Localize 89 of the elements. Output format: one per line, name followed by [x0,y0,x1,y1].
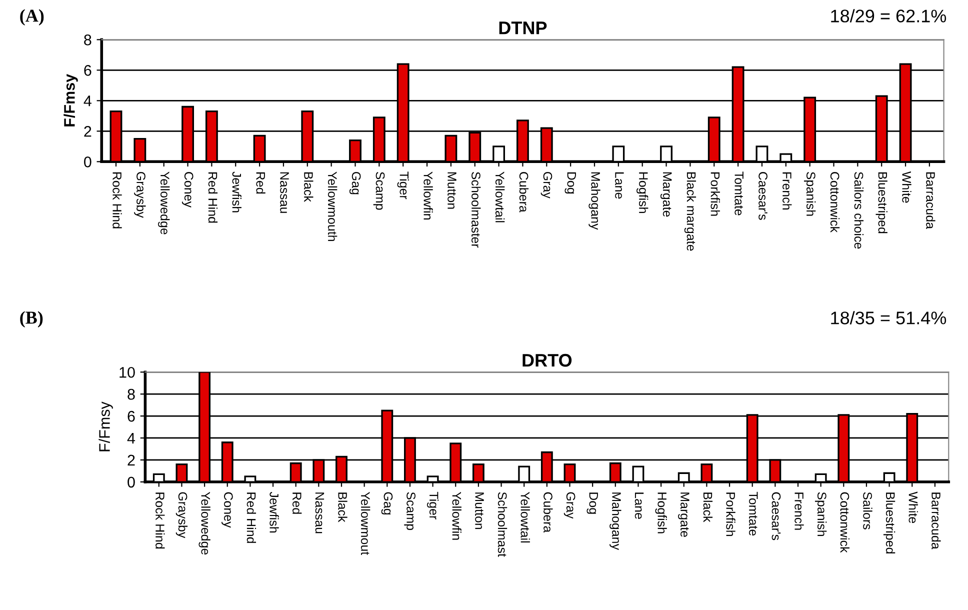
x-tick-label: Graysby [134,172,146,218]
x-tick-label: Dog [564,172,576,194]
x-tick-label: White [902,171,912,203]
x-tick-label: Porkfish [710,172,720,216]
x-tick-label: Coney [182,172,194,208]
x-tick-label: Mutton [448,172,456,209]
y-tick-label: 6 [128,410,135,422]
x-tick-label: Black [338,492,348,522]
x-tick-label: Yellowtail [520,492,530,542]
x-tick-label: Sailors choice [854,172,864,249]
x-tick-label: Porkfish [726,492,736,536]
x-tick-label: Yellowedge [158,172,170,234]
x-tick-label: Lane [615,172,624,199]
x-tick-label: Mahogany [610,492,622,550]
y-axis-title: F/Fmsy [64,74,78,126]
y-tick-label: 2 [128,454,135,466]
x-tick-label: Schoolmast [498,492,508,557]
x-tick-label: Tiger [426,492,439,520]
x-tick-label: Schoolmaster [472,172,481,248]
x-tick-label: Cubera [519,172,529,212]
x-tick-label: Spanish [804,172,816,216]
x-tick-label: Black [703,492,713,522]
y-tick-label: 4 [127,433,136,444]
x-tick-label: Lane [634,492,644,519]
x-tick-label: Tomtate [734,172,744,216]
x-tick-label: Rock Hind [112,172,122,228]
y-tick-label: 8 [84,34,92,46]
y-tick-label: 8 [128,388,135,400]
x-tick-label: Black margate [684,172,696,251]
x-tick-label: Gray [540,172,552,198]
x-tick-label: Caesar's [758,172,768,220]
y-tick-label: 4 [84,96,92,106]
x-tick-label: Yellowmouth [328,172,338,241]
x-tick-label: Rock Hind [156,492,165,548]
x-tick-label: Mahogany [588,172,600,230]
x-tick-label: Yellowedge [198,492,210,555]
x-tick-label: Scamp [373,172,385,210]
y-tick-label: 10 [120,366,135,378]
y-tick-label: 0 [128,476,135,488]
x-tick-label: Cubera [544,492,553,533]
x-tick-label: Graysby [176,492,188,538]
x-tick-label: Yellowfin [424,172,433,220]
x-tick-label: Bluestriped [876,172,888,234]
x-tick-label: Margate [660,172,672,217]
x-tick-label: Red Hind [246,492,256,543]
x-tick-label: Gag [381,492,393,514]
y-tick-label: 6 [84,65,92,76]
x-tick-label: Hogfish [636,172,648,213]
x-tick-label: Nassau [315,492,324,534]
text: (A) [20,9,44,26]
x-tick-label: Nassau [280,172,289,213]
x-tick-label: Mutton [475,492,484,530]
chart-title: DRTO [522,354,572,367]
x-tick-label: Cottonwick [840,492,850,553]
x-tick-label: Jewfish [232,172,242,212]
text: (B) [20,311,43,328]
x-tick-label: Yellowtail [495,172,505,222]
x-tick-label: Gray [564,492,576,519]
x-tick-label: Margate [678,492,690,537]
x-tick-label: French [782,172,792,210]
text: 18/29 = 62.1% [831,9,946,22]
x-tick-label: Red [256,172,266,194]
x-tick-label: French [794,492,804,530]
y-tick-label: 0 [84,156,92,168]
x-tick-label: Yellowfin [452,492,462,540]
x-tick-label: Red Hind [208,172,218,223]
x-tick-label: Coney [222,492,233,528]
x-tick-label: Sailors [863,492,872,530]
x-tick-label: Red [292,492,302,514]
text: 18/35 = 51.4% [831,311,946,324]
x-tick-label: Yellowmout [360,492,370,555]
x-tick-label: Barracuda [926,172,936,230]
x-tick-label: Spanish [814,492,827,536]
x-tick-label: Jewfish [270,492,279,532]
x-tick-label: Dog [586,492,598,514]
x-tick-label: Barracuda [932,492,941,550]
x-tick-label: Bluestriped [883,492,896,554]
y-axis-title: F/Fmsy [98,402,113,452]
x-tick-label: Black [304,172,314,202]
y-tick-label: 2 [84,126,92,137]
x-tick-label: Gag [349,172,361,194]
x-tick-label: Scamp [404,492,416,530]
x-tick-label: Caesar's [772,492,781,540]
x-tick-label: Cottonwick [830,172,840,233]
x-tick-label: White [908,492,918,524]
x-tick-label: Tomtate [748,492,758,536]
x-tick-label: Tiger [397,172,409,200]
chart-title: DTNP [499,22,547,34]
x-tick-label: Hogfish [655,492,667,534]
